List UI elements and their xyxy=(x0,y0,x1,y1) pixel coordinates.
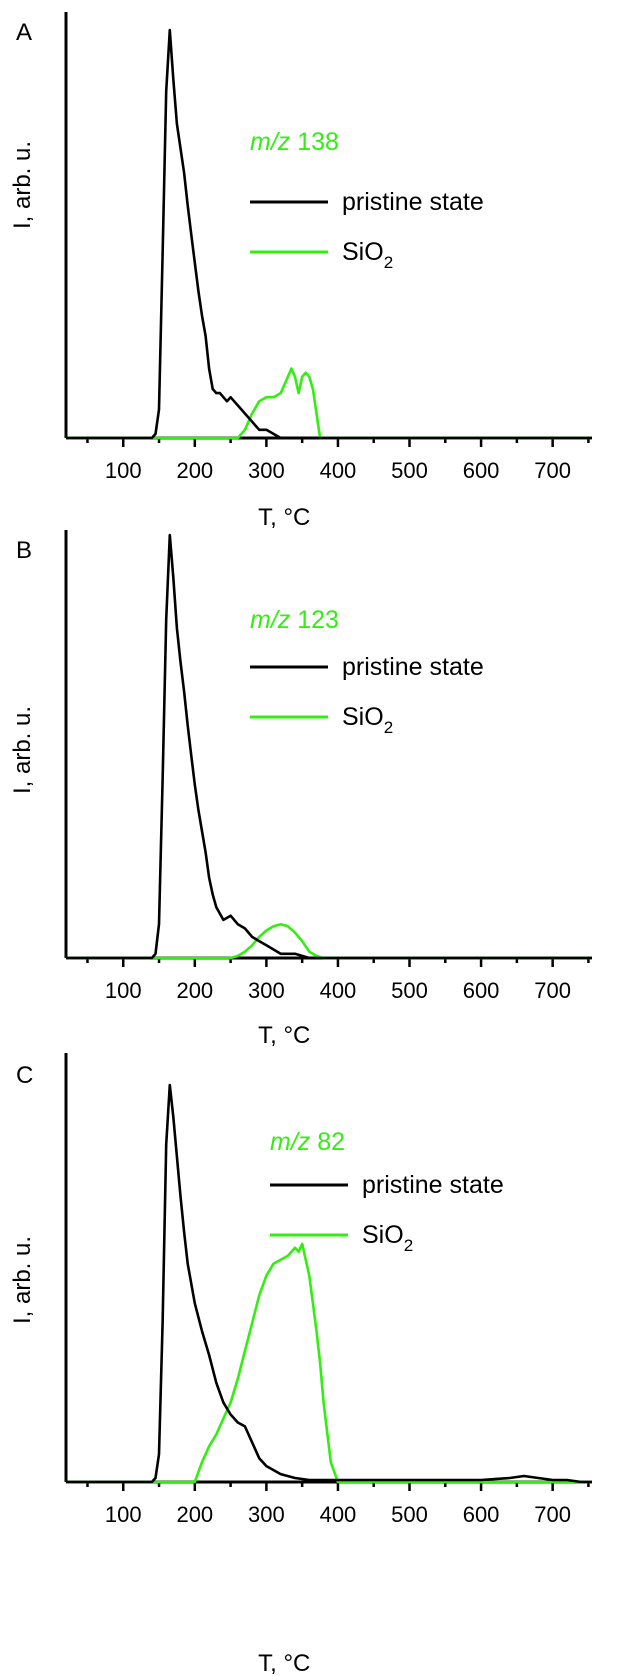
legend-label-subscript: 2 xyxy=(404,1236,413,1255)
panel-label: B xyxy=(16,537,32,564)
x-tick-label: 600 xyxy=(463,978,500,1003)
x-tick-label: 200 xyxy=(176,1502,213,1527)
x-tick-label: 600 xyxy=(463,458,500,483)
legend-label: pristine state xyxy=(362,1171,504,1199)
series-line-pristine-state xyxy=(66,28,592,440)
x-tick-label: 400 xyxy=(320,978,357,1003)
x-tick-label: 200 xyxy=(176,978,213,1003)
mz-space xyxy=(310,1128,317,1156)
mz-space xyxy=(290,128,297,156)
mz-annotation: m/z 123 xyxy=(250,606,339,634)
x-axis-title: T, °C xyxy=(258,1650,310,1676)
legend-label-text: SiO xyxy=(342,238,384,266)
legend-label-subscript: 2 xyxy=(384,718,393,737)
x-axis-title: T, °C xyxy=(258,1022,310,1049)
mz-value: 123 xyxy=(297,606,339,634)
mz-annotation: m/z 138 xyxy=(250,128,339,156)
y-axis-title: I, arb. u. xyxy=(9,141,36,229)
x-tick-label: 700 xyxy=(534,1502,571,1527)
x-tick-label: 500 xyxy=(391,458,428,483)
x-tick-label: 300 xyxy=(248,1502,285,1527)
x-tick-label: 400 xyxy=(320,458,357,483)
legend-label: SiO2 xyxy=(342,703,393,737)
legend-label-text: pristine state xyxy=(342,188,484,216)
mz-prefix: m/z xyxy=(270,1128,311,1156)
x-tick-label: 700 xyxy=(534,978,571,1003)
x-tick-label: 300 xyxy=(248,458,285,483)
x-tick-label: 100 xyxy=(105,1502,142,1527)
x-axis-title: T, °C xyxy=(258,504,310,531)
x-tick-label: 300 xyxy=(248,978,285,1003)
mz-value: 138 xyxy=(297,128,339,156)
mz-prefix: m/z xyxy=(250,128,291,156)
legend-label-text: pristine state xyxy=(362,1171,504,1199)
chart-panel-a: A 100 200 300 400 500 600 700 T, °C I, arb. u. m/z… xyxy=(9,12,592,531)
x-tick-label: 100 xyxy=(105,978,142,1003)
x-tick-label: 200 xyxy=(176,458,213,483)
series-line-pristine-state xyxy=(66,1083,592,1484)
y-axis-title: I, arb. u. xyxy=(9,1236,36,1324)
mz-space xyxy=(290,606,297,634)
panel-label: A xyxy=(16,19,32,46)
mz-annotation: m/z 82 xyxy=(270,1128,345,1156)
series-line-pristine-state xyxy=(66,533,592,960)
series-line-sio2 xyxy=(66,1242,592,1484)
x-tick-label: 700 xyxy=(534,458,571,483)
legend-label-text: pristine state xyxy=(342,653,484,681)
y-axis-title: I, arb. u. xyxy=(9,706,36,794)
x-tick-label: 500 xyxy=(391,1502,428,1527)
series-line-sio2 xyxy=(66,922,592,960)
series-line-sio2 xyxy=(66,367,592,440)
legend-label: SiO2 xyxy=(362,1221,413,1255)
panel-label: C xyxy=(16,1062,33,1089)
legend-label-text: SiO xyxy=(362,1221,404,1249)
chart-panel-c: C 100 200 300 400 500 600 700 T, °C I, arb. u. m/z… xyxy=(9,1053,592,1676)
x-tick-label: 400 xyxy=(320,1502,357,1527)
x-tick-label: 500 xyxy=(391,978,428,1003)
mz-prefix: m/z xyxy=(250,606,291,634)
legend-label: pristine state xyxy=(342,188,484,216)
legend-label-subscript: 2 xyxy=(384,253,393,272)
legend-label: pristine state xyxy=(342,653,484,681)
mz-value: 82 xyxy=(317,1128,345,1156)
x-tick-label: 100 xyxy=(105,458,142,483)
chart-panel-b: B 100 200 300 400 500 600 700 T, °C I, arb. u. m/z… xyxy=(9,530,592,1049)
legend-label-text: SiO xyxy=(342,703,384,731)
x-tick-label: 600 xyxy=(463,1502,500,1527)
legend-label: SiO2 xyxy=(342,238,393,272)
